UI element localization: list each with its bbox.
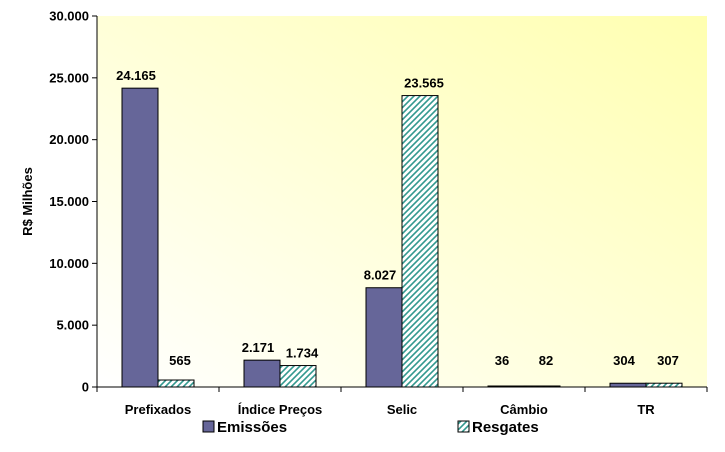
bar-resgates	[157, 379, 195, 388]
x-tick-label: Selic	[387, 402, 417, 417]
bar-emissoes	[609, 382, 647, 388]
bars-group	[121, 87, 683, 388]
y-tick-label: 10.000	[49, 256, 89, 271]
data-label: 304	[613, 353, 635, 368]
y-tick-label: 15.000	[49, 194, 89, 209]
y-tick-label: 20.000	[49, 132, 89, 147]
bar-resgates	[645, 382, 683, 388]
data-label: 82	[539, 353, 553, 368]
data-label: 2.171	[242, 340, 275, 355]
legend-label-emissoes: Emissões	[217, 419, 287, 436]
data-label: 565	[169, 353, 191, 368]
bar-emissoes	[243, 359, 281, 388]
data-label: 307	[657, 353, 679, 368]
y-axis: 0 5.000 10.000 15.000 20.000 25.000 30.000	[49, 9, 98, 395]
legend-swatch-emissoes	[202, 420, 215, 433]
bar-resgates	[401, 95, 439, 388]
data-label: 1.734	[286, 346, 319, 361]
x-tick-label: Câmbio	[500, 402, 548, 417]
x-tick-label: Índice Preços	[238, 402, 323, 417]
data-label: 24.165	[116, 68, 156, 83]
x-tick-label: Prefixados	[125, 402, 191, 417]
y-tick-label: 5.000	[56, 318, 89, 333]
y-axis-title: R$ Milhões	[20, 167, 35, 236]
bar-emissoes	[365, 287, 403, 388]
data-label: 23.565	[404, 76, 444, 91]
legend-swatch-resgates	[457, 420, 470, 433]
y-tick-label: 30.000	[49, 9, 89, 24]
bar-emissoes	[121, 87, 159, 388]
data-labels-group: 24.165 565 2.171 1.734 8.027 23.565 36 82 304 307	[116, 68, 679, 368]
legend-label-resgates: Resgates	[472, 419, 539, 436]
x-axis: Prefixados Índice Preços Selic Câmbio TR	[96, 386, 708, 417]
y-tick-label: 0	[82, 380, 89, 395]
data-label: 36	[495, 353, 509, 368]
bar-resgates	[279, 365, 317, 388]
x-tick-label: TR	[637, 402, 655, 417]
data-label: 8.027	[364, 268, 397, 283]
y-tick-label: 25.000	[49, 70, 89, 85]
bar-emissoes	[487, 385, 525, 388]
legend: Emissões Resgates	[202, 419, 539, 436]
bar-resgates	[523, 385, 561, 388]
